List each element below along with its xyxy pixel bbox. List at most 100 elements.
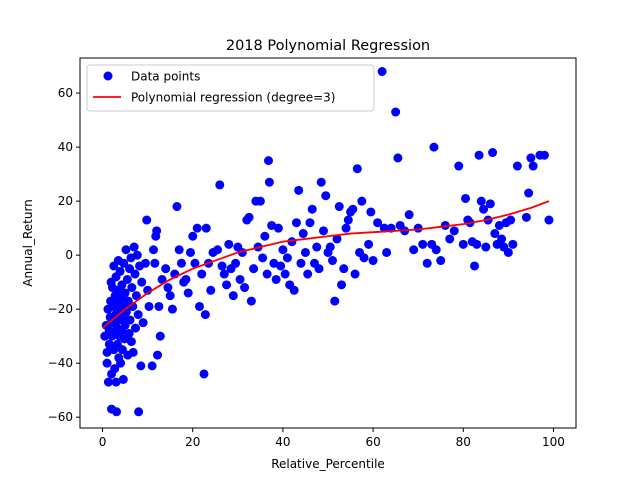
data-point — [128, 347, 138, 357]
data-point — [506, 215, 516, 225]
data-point — [161, 264, 171, 274]
data-point — [429, 142, 439, 152]
data-point — [200, 310, 210, 320]
data-point — [127, 283, 137, 293]
plot-area — [100, 67, 554, 417]
data-point — [474, 150, 484, 160]
data-point — [379, 223, 389, 233]
x-tick-label: 20 — [185, 435, 200, 449]
data-point — [262, 269, 272, 279]
data-point — [181, 274, 191, 284]
data-point — [219, 269, 229, 279]
data-point — [118, 374, 128, 384]
data-point — [431, 245, 441, 255]
y-axis: −60 −40 −20 0 20 40 60 — [48, 86, 80, 424]
data-point — [488, 148, 498, 158]
data-point — [199, 369, 209, 379]
data-point — [445, 234, 455, 244]
data-point — [409, 245, 419, 255]
legend-box — [86, 64, 375, 112]
data-point — [188, 231, 198, 241]
data-point — [350, 269, 360, 279]
data-point — [382, 247, 392, 257]
data-point — [132, 250, 142, 260]
data-point — [332, 234, 342, 244]
y-tick-label: −20 — [48, 302, 73, 316]
data-point — [260, 231, 270, 241]
data-point — [124, 328, 134, 338]
chart-title: 2018 Polynomial Regression — [226, 38, 430, 54]
data-point — [305, 218, 315, 228]
data-point — [280, 269, 290, 279]
data-point — [228, 291, 238, 301]
data-point — [357, 196, 367, 206]
data-point — [391, 107, 401, 117]
data-point — [454, 161, 464, 171]
data-point — [102, 347, 112, 357]
data-point — [153, 350, 163, 360]
data-point — [122, 274, 132, 284]
data-point — [539, 150, 549, 160]
data-point — [165, 291, 175, 301]
data-point — [472, 239, 482, 249]
data-point — [150, 258, 160, 268]
data-point — [136, 361, 146, 371]
y-tick-label: 40 — [58, 140, 73, 154]
data-point — [119, 258, 129, 268]
data-point — [524, 188, 534, 198]
data-point — [359, 253, 369, 263]
x-tick-label: 100 — [542, 435, 565, 449]
data-point — [528, 161, 538, 171]
data-point — [494, 220, 504, 230]
data-point — [413, 223, 423, 233]
data-point — [197, 269, 207, 279]
data-point — [343, 215, 353, 225]
data-point — [263, 156, 273, 166]
data-point — [352, 164, 362, 174]
data-point — [470, 261, 480, 271]
data-point — [163, 283, 173, 293]
data-point — [111, 377, 121, 387]
data-point — [271, 274, 281, 284]
y-tick-label: 60 — [58, 86, 73, 100]
x-tick-label: 60 — [365, 435, 380, 449]
data-point — [294, 185, 304, 195]
data-point — [337, 280, 347, 290]
data-point — [142, 215, 152, 225]
data-point — [544, 215, 554, 225]
x-tick-label: 40 — [275, 435, 290, 449]
data-point — [393, 153, 403, 163]
data-point — [134, 407, 144, 417]
data-point — [217, 261, 227, 271]
data-point — [373, 218, 383, 228]
data-point — [176, 258, 186, 268]
data-point — [508, 239, 518, 249]
regression-line — [101, 200, 550, 329]
data-point — [458, 239, 468, 249]
data-point — [303, 269, 313, 279]
data-point — [103, 377, 113, 387]
data-point — [129, 242, 139, 252]
data-point — [258, 253, 268, 263]
legend-label-regression: Polynomial regression (degree=3) — [131, 91, 336, 105]
x-tick-label: 80 — [456, 435, 471, 449]
data-point — [298, 229, 308, 239]
scatter-series — [100, 67, 554, 417]
data-point — [206, 285, 216, 295]
data-point — [521, 212, 531, 222]
data-point — [330, 296, 340, 306]
data-point — [133, 310, 143, 320]
data-point — [240, 283, 250, 293]
data-point — [325, 242, 335, 252]
data-point — [120, 288, 130, 298]
y-tick-label: −60 — [48, 410, 73, 424]
data-point — [267, 220, 277, 230]
data-point — [479, 204, 489, 214]
data-point — [282, 253, 292, 263]
data-point — [190, 258, 200, 268]
data-point — [300, 247, 310, 257]
data-point — [476, 196, 486, 206]
data-point — [316, 177, 326, 187]
data-point — [318, 226, 328, 236]
data-point — [154, 301, 164, 311]
